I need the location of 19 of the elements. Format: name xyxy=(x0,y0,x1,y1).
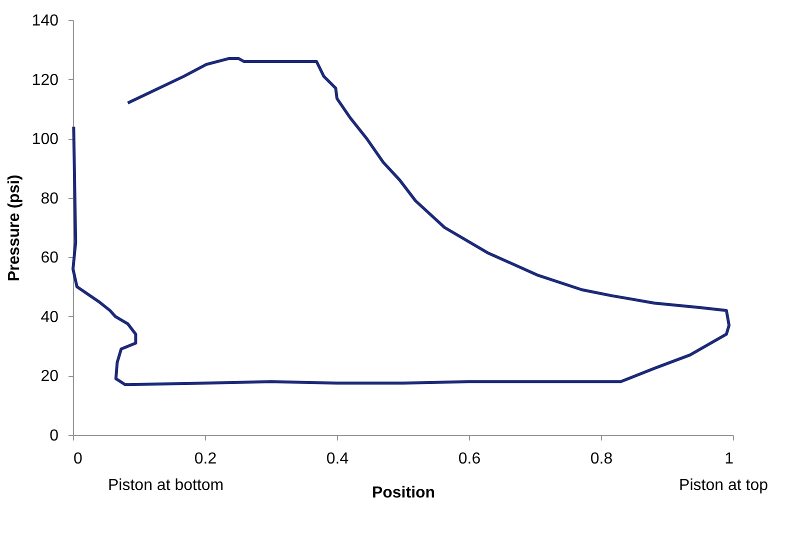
x-tick-label: 0.6 xyxy=(458,450,481,468)
y-tick-label: 60 xyxy=(40,250,59,267)
y-tick-label: 120 xyxy=(32,72,59,89)
y-tick-label: 0 xyxy=(50,428,59,444)
y-tick-label: 80 xyxy=(40,190,59,208)
x-tick-label: 0.4 xyxy=(326,450,349,468)
y-tick-label: 140 xyxy=(32,12,59,30)
x-tick-label: 0.8 xyxy=(590,450,613,468)
text: Piston at top xyxy=(679,477,768,494)
x-tick-label: 0 xyxy=(74,450,82,468)
y-tick-label: 20 xyxy=(40,368,59,386)
x-tick-label: 1 xyxy=(724,450,734,468)
line-series xyxy=(72,57,731,386)
text: Piston at bottom xyxy=(108,477,224,494)
y-axis-title: Pressure (psi) xyxy=(6,174,23,282)
x-axis-title: Position xyxy=(372,484,436,502)
y-tick-label: 40 xyxy=(40,308,59,326)
y-tick-label: 100 xyxy=(32,131,59,148)
x-tick-label: 0.2 xyxy=(194,450,217,468)
